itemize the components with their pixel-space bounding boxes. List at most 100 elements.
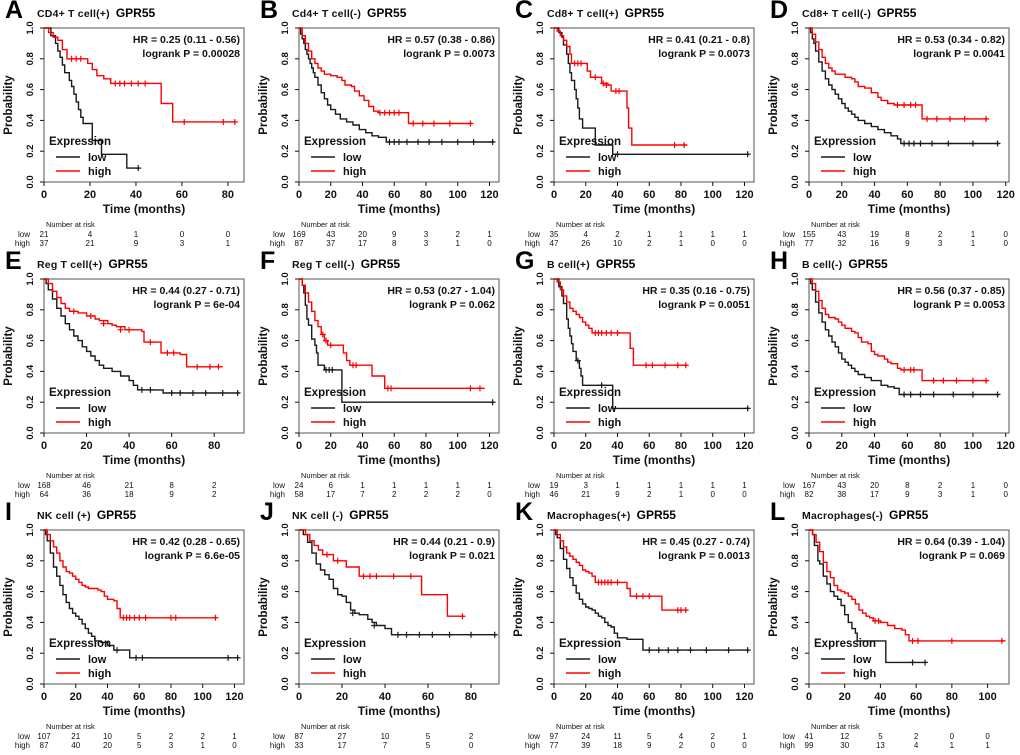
risk-count-high: 38 — [837, 490, 846, 499]
risk-count-high: 77 — [805, 239, 814, 248]
legend-label-high: high — [598, 166, 621, 178]
risk-row-label-low: low — [783, 230, 795, 239]
risk-count-low: 10 — [381, 732, 390, 741]
x-tick-label: 20 — [580, 691, 592, 703]
risk-count-low: 21 — [125, 481, 134, 490]
panel-letter: J — [260, 502, 274, 526]
panel-title: Cd8+ T cell(-) GPR55 — [802, 4, 916, 22]
risk-count-high: 0 — [1003, 490, 1008, 499]
risk-count-low: 0 — [180, 230, 185, 239]
risk-count-high: 36 — [82, 490, 91, 499]
risk-count-low: 8 — [169, 481, 174, 490]
panel-letter: G — [515, 251, 535, 275]
censor-mark-high — [419, 120, 426, 127]
censor-mark-low — [396, 138, 402, 145]
risk-row-label-high: high — [780, 239, 795, 248]
risk-count-low: 1 — [360, 481, 365, 490]
hr-annotation: HR = 0.44 (0.21 - 0.9) — [393, 536, 495, 548]
censor-mark-low — [415, 138, 422, 145]
panel-letter: D — [770, 0, 789, 24]
x-axis-label: Time (months) — [613, 202, 695, 216]
x-tick-label: 100 — [704, 440, 722, 452]
censor-mark-high — [633, 593, 640, 600]
km-curve-low — [809, 27, 1000, 145]
panel-title: CD4+ T cell(+) GPR55 — [37, 4, 155, 22]
x-tick-label: 40 — [611, 189, 623, 201]
legend-label-high: high — [88, 417, 111, 429]
km-panel-H: H B cell(-) GPR55 0.0 0.2 0.4 0.6 0.8 1.0 Probabi… — [765, 251, 1020, 502]
censor-mark-low — [135, 165, 142, 172]
censor-mark-low — [901, 391, 908, 398]
legend-title: Expression — [814, 136, 876, 148]
y-tick-label: 1.0 — [280, 21, 291, 34]
y-tick-label: 0.8 — [280, 303, 291, 316]
censor-mark-low — [489, 138, 496, 145]
km-panel-J: J NK cell (-) GPR55 0.0 0.2 0.4 0.6 0.8 1.0 Proba… — [255, 502, 510, 753]
cell-type-label: B cell(-) — [802, 259, 843, 271]
x-tick-label: 60 — [901, 189, 913, 201]
x-tick-label: 40 — [356, 189, 368, 201]
km-curve-high — [44, 529, 217, 619]
risk-table-header: Number at risk — [556, 722, 605, 731]
x-tick-label: 0 — [296, 691, 302, 703]
km-panel-B: B Cd4+ T cell(-) GPR55 0.0 0.2 0.4 0.6 0.8 1.0 Pr… — [255, 0, 510, 251]
censor-mark-high — [407, 573, 414, 580]
legend-title: Expression — [814, 638, 876, 650]
censor-mark-high — [969, 377, 976, 384]
panel-letter: B — [260, 0, 279, 24]
risk-count-high: 2 — [679, 741, 684, 750]
panel-title: Reg T cell(+) GPR55 — [37, 255, 148, 273]
risk-table-header: Number at risk — [46, 722, 95, 731]
censor-mark-low — [225, 654, 232, 661]
risk-row-label-low: low — [783, 732, 795, 741]
censor-mark-high — [172, 614, 179, 621]
risk-count-high: 0 — [1003, 239, 1008, 248]
risk-count-low: 3 — [584, 481, 589, 490]
risk-count-low: 1 — [456, 481, 461, 490]
x-tick-label: 120 — [225, 691, 243, 703]
risk-count-high: 1 — [679, 239, 684, 248]
x-tick-label: 0 — [41, 691, 47, 703]
risk-table-header: Number at risk — [556, 471, 605, 480]
risk-count-low: 1 — [392, 481, 397, 490]
risk-count-low: 3 — [424, 230, 429, 239]
risk-row-label-low: low — [528, 230, 540, 239]
censor-mark-high — [924, 115, 931, 122]
legend-label-low: low — [853, 152, 872, 164]
y-tick-label: 0.4 — [25, 113, 36, 127]
risk-row-label-high: high — [15, 490, 30, 499]
censor-mark-high — [946, 115, 953, 122]
y-axis-label: Probability — [3, 326, 15, 386]
censor-mark-high — [649, 362, 656, 369]
y-tick-label: 0.8 — [280, 554, 291, 567]
censor-mark-low — [744, 647, 751, 654]
x-tick-label: 0 — [806, 691, 812, 703]
censor-mark-high — [910, 366, 917, 373]
risk-count-low: 1 — [711, 230, 716, 239]
censor-mark-low — [598, 382, 605, 389]
plot-box — [298, 278, 500, 434]
legend-title: Expression — [814, 387, 876, 399]
y-tick-label: 0.6 — [535, 585, 546, 598]
km-panel-K: K Macrophages(+) GPR55 0.0 0.2 0.4 0.6 0.8 1.0 Pr… — [510, 502, 765, 753]
gene-label: GPR55 — [349, 508, 389, 522]
risk-count-low: 46 — [82, 481, 91, 490]
hr-annotation: HR = 0.25 (0.11 - 0.56) — [133, 34, 240, 46]
risk-table-header: Number at risk — [811, 471, 860, 480]
cell-type-label: NK cell (+) — [37, 510, 91, 522]
risk-count-high: 87 — [40, 741, 49, 750]
panel-title: Cd4+ T cell(-) GPR55 — [292, 4, 406, 22]
y-tick-label: 0.8 — [535, 303, 546, 316]
y-tick-label: 1.0 — [280, 272, 291, 285]
legend-title: Expression — [559, 387, 621, 399]
x-axis-label: Time (months) — [103, 202, 185, 216]
panel-title: NK cell (+) GPR55 — [37, 506, 136, 524]
risk-count-high: 3 — [169, 741, 174, 750]
y-tick-label: 0.8 — [535, 52, 546, 65]
risk-count-high: 20 — [103, 741, 112, 750]
censor-mark-high — [600, 80, 607, 87]
legend-label-low: low — [88, 654, 107, 666]
risk-count-high: 47 — [550, 239, 559, 248]
risk-count-low: 10 — [103, 732, 112, 741]
